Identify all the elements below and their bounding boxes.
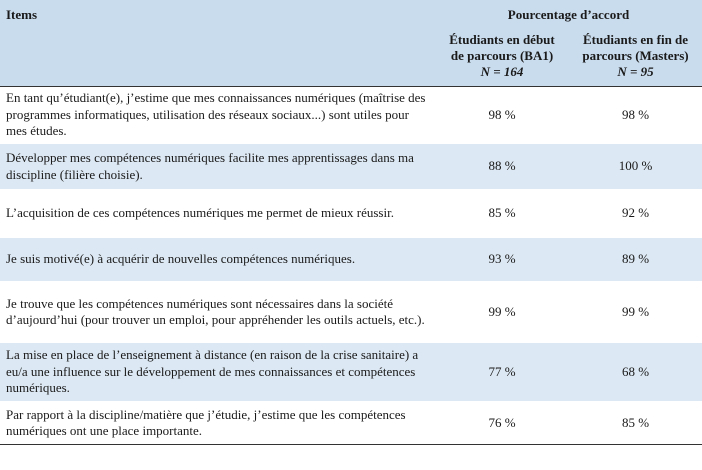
ba1-value: 77 % [435, 342, 569, 402]
agreement-table: Items Pourcentage d’accord Étudiants en … [0, 0, 702, 445]
agreement-group-header: Pourcentage d’accord [435, 0, 702, 32]
table-row: En tant qu’étudiant(e), j’estime que mes… [0, 87, 702, 144]
item-cell: Je suis motivé(e) à acquérir de nouvelle… [0, 237, 435, 282]
masters-header-line1: Étudiants en fin de [582, 32, 689, 47]
ba1-value: 88 % [435, 143, 569, 190]
masters-value: 99 % [621, 303, 650, 319]
masters-value: 92 % [621, 205, 650, 221]
table-row: Par rapport à la discipline/matière que … [0, 401, 702, 445]
table-header: Items Pourcentage d’accord Étudiants en … [0, 0, 702, 87]
masters-header-line2: parcours (Masters) [582, 48, 689, 63]
ba1-header-line2: de parcours (BA1) [450, 48, 554, 63]
ba1-column-header: Étudiants en début de parcours (BA1) N =… [435, 32, 569, 87]
masters-value: 68 % [569, 342, 702, 402]
masters-column-header: Étudiants en fin de parcours (Masters) N… [569, 32, 702, 87]
ba1-value: 99 % [488, 303, 516, 319]
items-column-header: Items [0, 0, 435, 87]
item-cell: Par rapport à la discipline/matière que … [0, 401, 435, 445]
ba1-value: 76 % [435, 401, 569, 445]
table-row: Je suis motivé(e) à acquérir de nouvelle… [0, 237, 702, 282]
ba1-value: 93 % [435, 237, 569, 282]
masters-value: 89 % [569, 237, 702, 282]
ba1-value: 98 % [488, 106, 516, 122]
item-cell: Développer mes compétences numériques fa… [0, 143, 435, 190]
masters-value: 100 % [569, 143, 702, 190]
item-cell: L’acquisition de ces compétences numériq… [6, 205, 394, 221]
ba1-value: 85 % [488, 205, 516, 221]
item-cell: Je trouve que les compétences numériques… [6, 295, 425, 328]
table-row: Je trouve que les compétences numériques… [0, 282, 702, 343]
masters-value: 98 % [621, 106, 650, 122]
ba1-sample-size: N = 164 [480, 64, 524, 79]
item-cell: En tant qu’étudiant(e), j’estime que mes… [6, 90, 426, 139]
table-body: En tant qu’étudiant(e), j’estime que mes… [0, 87, 702, 445]
ba1-header-line1: Étudiants en début [449, 32, 555, 47]
item-cell: La mise en place de l’enseignement à dis… [0, 342, 435, 402]
table-row: Développer mes compétences numériques fa… [0, 143, 702, 190]
masters-sample-size: N = 95 [617, 64, 654, 79]
table-row: La mise en place de l’enseignement à dis… [0, 342, 702, 402]
table-row: L’acquisition de ces compétences numériq… [0, 190, 702, 238]
masters-value: 85 % [569, 401, 702, 445]
